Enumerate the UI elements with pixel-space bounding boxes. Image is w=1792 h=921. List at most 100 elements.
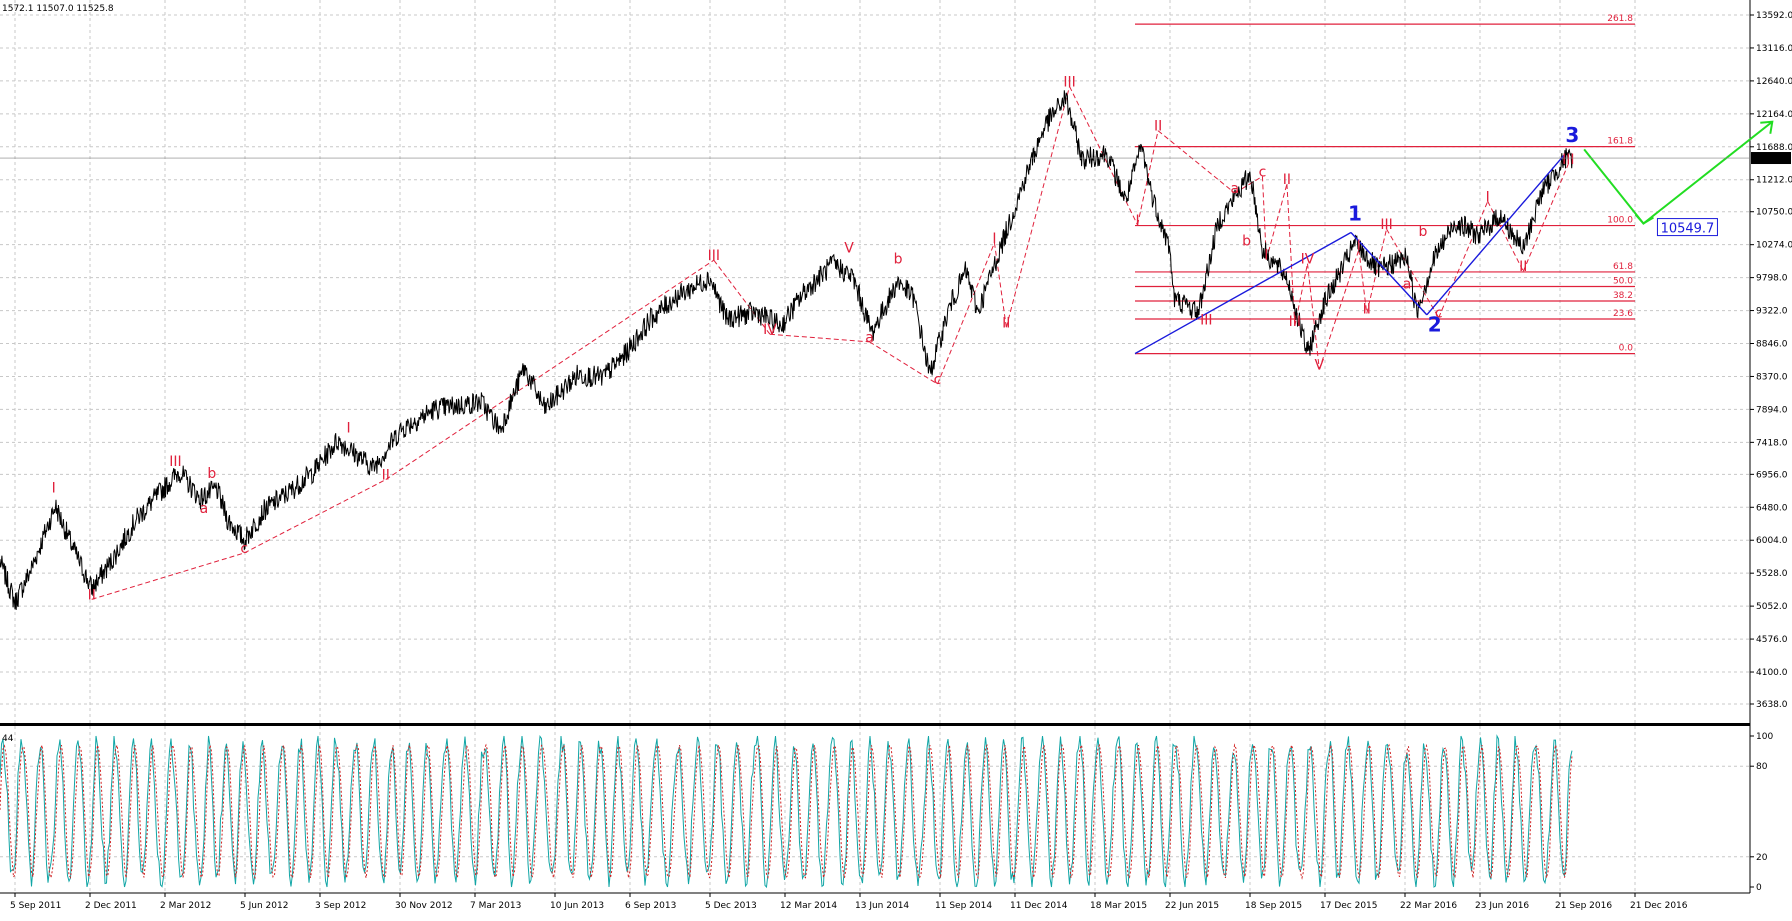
fib-level-label: 50.0 [1613, 276, 1633, 286]
wave-label: II [88, 587, 96, 603]
wave-connector [1265, 183, 1288, 260]
wave-connector [1318, 249, 1360, 370]
y-tick-label: 8846.0 [1756, 340, 1788, 350]
current-price-tag: 11525.8 [0, 152, 1791, 165]
osc-tick-label: 20 [1756, 853, 1768, 863]
y-tick-label: 13116.0 [1756, 44, 1792, 54]
arrowhead [1760, 120, 1774, 134]
wave-connector [1487, 201, 1524, 272]
wave-label: III [169, 454, 181, 470]
fib-level-label: 38.2 [1613, 291, 1633, 301]
oscillator-k-line [0, 734, 1573, 889]
x-tick-label: 21 Sep 2016 [1555, 901, 1612, 911]
x-tick-label: 18 Mar 2015 [1090, 901, 1147, 911]
x-tick-label: 3 Sep 2012 [315, 901, 366, 911]
target-box-text: 10549.7 [1661, 222, 1715, 237]
wave-connector [1386, 228, 1440, 318]
y-tick-label: 7418.0 [1756, 438, 1788, 448]
target-box-frame [1656, 218, 1718, 237]
major-wave-line [1350, 232, 1428, 316]
price-axis-ticks: 13592.0 13116.0 12640.0 12164.0 11688.0 11212… [1750, 11, 1792, 710]
pane-separator[interactable] [0, 723, 1750, 726]
wave-label: I [52, 481, 56, 497]
indicator-label: 44 [2, 734, 14, 744]
y-tick-label: 5528.0 [1756, 569, 1788, 579]
x-tick-label: 5 Dec 2013 [705, 901, 757, 911]
arrowhead [1634, 213, 1654, 225]
wave-label: a [1230, 181, 1239, 197]
fib-level-label: 100.0 [1607, 216, 1633, 226]
fib-level-label: 23.6 [1613, 309, 1633, 319]
wave-label: c [934, 372, 942, 388]
y-tick-label: 7894.0 [1756, 405, 1788, 415]
wave-label: a [200, 501, 209, 517]
oscillator-d-line [0, 743, 1573, 880]
y-tick-label: 9798.0 [1756, 274, 1788, 284]
wave-connector [1438, 201, 1489, 318]
wave-label: II [1283, 172, 1291, 188]
wave-connector [1358, 249, 1368, 314]
wave-label: IV [763, 322, 777, 338]
y-tick-label: 6004.0 [1756, 536, 1788, 546]
y-tick-label: 6956.0 [1756, 470, 1788, 480]
fib-level-label: 0.0 [1619, 344, 1634, 354]
wave-label: III [1380, 217, 1392, 233]
x-tick-label: 22 Jun 2015 [1165, 901, 1219, 911]
fib-level-label: 261.8 [1607, 14, 1633, 24]
wave-label: II [1154, 119, 1162, 135]
wave-label: c [1435, 306, 1443, 322]
y-tick-label: 9322.0 [1756, 307, 1788, 317]
x-tick-label: 10 Jun 2013 [550, 901, 604, 911]
wave-label: II [1002, 315, 1010, 331]
wave-label: II [1363, 301, 1371, 317]
wave-connector [1069, 86, 1138, 226]
wave-label: II [1519, 259, 1527, 275]
y-tick-label: 13592.0 [1756, 11, 1792, 21]
y-tick-label: 12164.0 [1756, 110, 1792, 120]
x-tick-label: 12 Mar 2014 [780, 901, 837, 911]
wave-connector [1366, 228, 1388, 314]
x-tick-label: 5 Sep 2011 [10, 901, 61, 911]
osc-tick-label: 100 [1756, 732, 1773, 742]
wave-label: a [1403, 277, 1412, 293]
oscillator-series [0, 734, 1573, 889]
y-tick-label: 8370.0 [1756, 372, 1788, 382]
wave-label: I [347, 421, 351, 437]
y-tick-label: 11212.0 [1756, 176, 1792, 186]
y-tick-label: 4100.0 [1756, 668, 1788, 678]
projection-arrows [1583, 120, 1774, 225]
wave-label: III [1200, 313, 1212, 329]
x-tick-label: 21 Dec 2016 [1630, 901, 1688, 911]
major-wave-label: 3 [1565, 123, 1579, 147]
y-tick-label: 10274.0 [1756, 241, 1792, 251]
wave-connector [869, 341, 938, 385]
wave-label: III [1289, 314, 1301, 330]
wave-label: b [1418, 224, 1427, 240]
wave-connector [1522, 163, 1569, 272]
x-tick-label: 17 Dec 2015 [1320, 901, 1378, 911]
wave-label: I [992, 231, 996, 247]
wave-label: a [865, 330, 874, 346]
ohlc-readout: 1572.1 11507.0 11525.8 [2, 4, 114, 14]
y-tick-label: 10750.0 [1756, 208, 1792, 218]
wave-label: IV [1301, 252, 1315, 268]
wave-label: V [844, 241, 854, 257]
wave-connector [1306, 263, 1320, 370]
major-wave-label: 1 [1348, 202, 1362, 226]
osc-tick-label: 0 [1756, 883, 1762, 893]
oscillator-grid [0, 765, 1750, 858]
y-tick-label: 11688.0 [1756, 143, 1792, 153]
x-tick-label: 11 Sep 2014 [935, 901, 992, 911]
y-tick-label: 5052.0 [1756, 602, 1788, 612]
osc-tick-label: 80 [1756, 762, 1768, 772]
wave-connector [244, 479, 386, 554]
wave-label: V [1315, 358, 1325, 374]
y-tick-label: 12640.0 [1756, 77, 1792, 87]
fib-level-label: 61.8 [1613, 262, 1633, 272]
wave-label: II [382, 468, 390, 484]
target-box[interactable]: 10549.7 [1656, 218, 1718, 237]
wave-label: III [1063, 74, 1075, 90]
wave-connector [993, 242, 1007, 328]
